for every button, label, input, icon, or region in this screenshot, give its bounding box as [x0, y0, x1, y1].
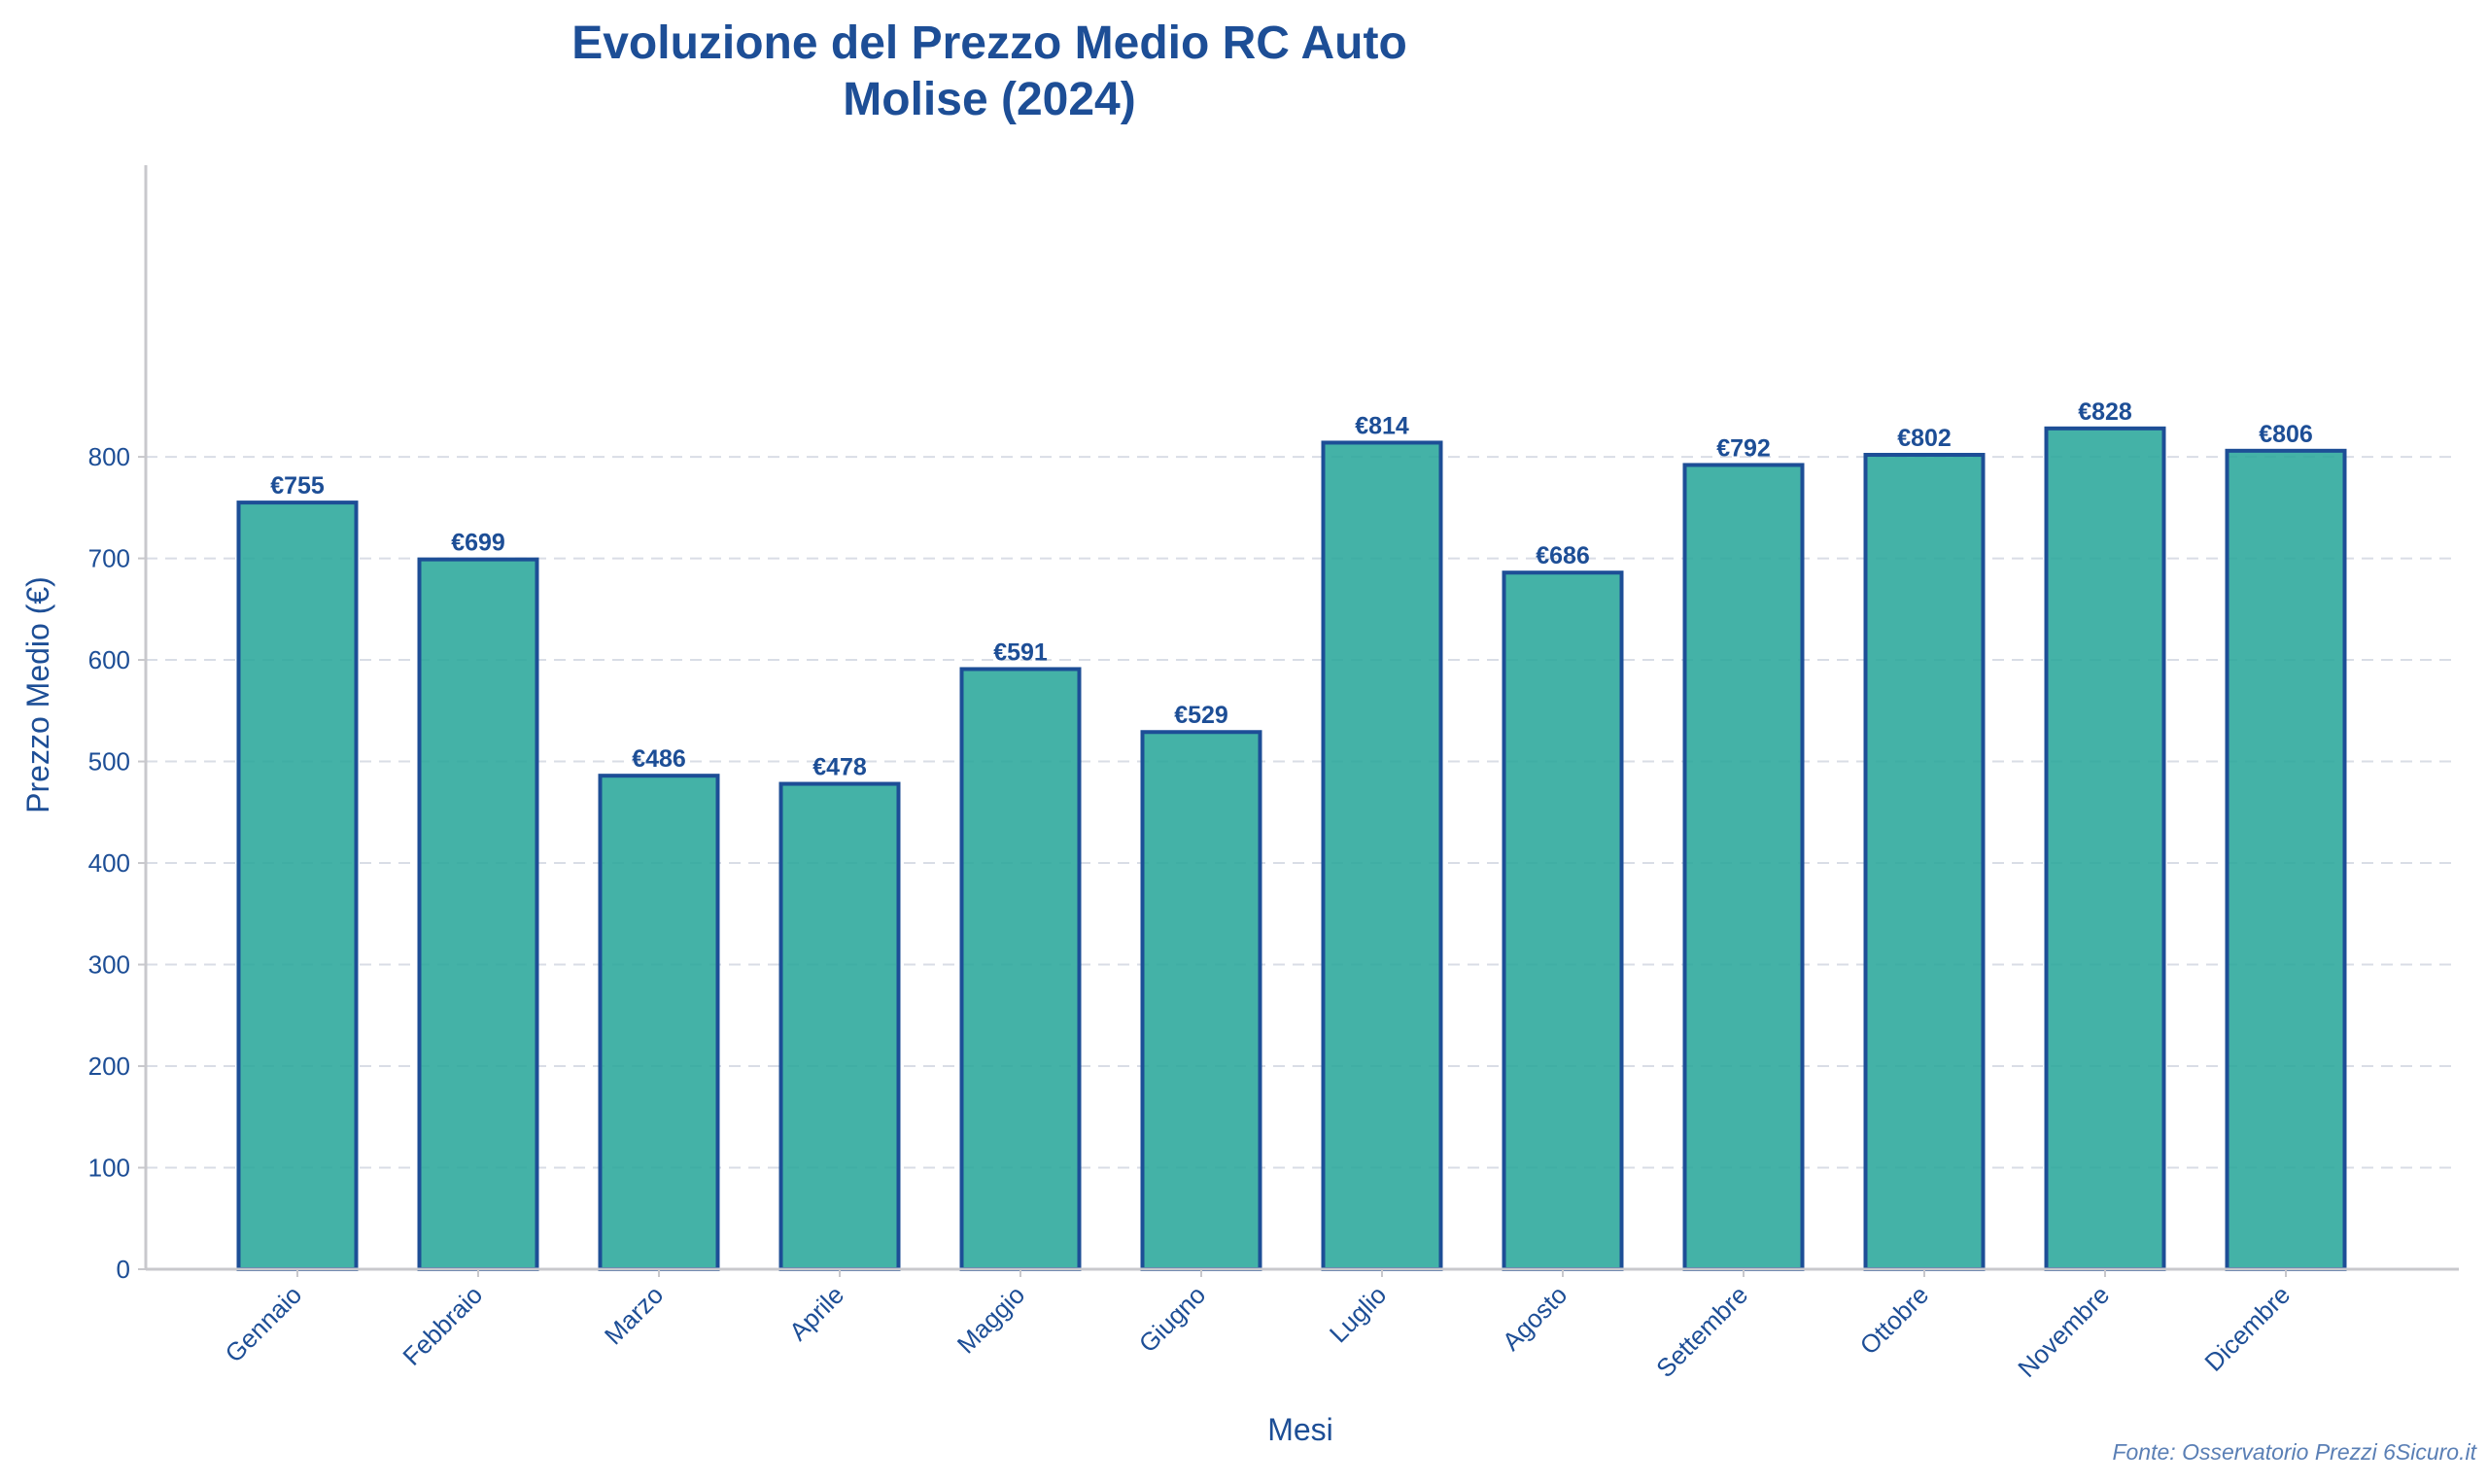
chart-title-line-2: Molise (2024) — [843, 74, 1135, 125]
x-tick-label: Aprile — [783, 1280, 849, 1346]
y-tick-label: 0 — [117, 1255, 130, 1284]
bar-giugno — [1140, 730, 1262, 1271]
data-label: €814 — [1355, 412, 1409, 439]
data-label: €755 — [270, 472, 325, 500]
source-note: Fonte: Osservatorio Prezzi 6Sicuro.it — [2112, 1439, 2477, 1465]
y-tick-label: 300 — [88, 950, 130, 980]
x-tick-label: Ottobre — [1854, 1280, 1935, 1361]
x-tick-label: Febbraio — [397, 1280, 488, 1371]
axes — [144, 165, 2459, 1271]
bar-settembre — [1682, 463, 1805, 1271]
y-tick-label: 400 — [88, 848, 130, 878]
bar-febbraio — [417, 557, 539, 1271]
x-tick-label: Marzo — [599, 1280, 669, 1350]
bar-marzo — [598, 774, 720, 1271]
y-tick-label: 800 — [88, 442, 130, 471]
x-tick-label: Maggio — [951, 1280, 1031, 1360]
y-tick-label: 100 — [88, 1154, 130, 1183]
data-label: €792 — [1716, 434, 1771, 462]
x-tick-label: Agosto — [1497, 1280, 1572, 1356]
x-tick-label: Novembre — [2012, 1280, 2115, 1383]
data-label: €806 — [2259, 421, 2313, 448]
bars — [236, 426, 2347, 1272]
y-tick-label: 600 — [88, 645, 130, 674]
y-tick-label: 500 — [88, 747, 130, 777]
bar-luglio — [1321, 440, 1443, 1271]
x-tick-label: Settembre — [1650, 1280, 1753, 1383]
bar-ottobre — [1863, 452, 1986, 1272]
bar-maggio — [959, 667, 1082, 1271]
bar-gennaio — [236, 500, 359, 1271]
x-axis-label: Mesi — [1267, 1412, 1333, 1447]
data-label: €686 — [1536, 542, 1590, 569]
data-label: €529 — [1174, 702, 1228, 729]
data-labels: €755 €699 €486 €478 €591 €529 €814 €686 €792 €802… — [270, 398, 2313, 781]
data-label: €699 — [451, 530, 505, 557]
y-tick-label: 700 — [88, 544, 130, 573]
x-tick-label: Luglio — [1324, 1280, 1392, 1348]
x-tick-labels: Gennaio Febbraio Marzo Aprile Maggio Giugno Lu… — [220, 1269, 2296, 1383]
bar-aprile — [778, 781, 901, 1271]
y-tick-label: 200 — [88, 1052, 130, 1081]
bar-dicembre — [2225, 448, 2347, 1271]
data-label: €478 — [812, 754, 867, 781]
chart-title-line-1: Evoluzione del Prezzo Medio RC Auto — [571, 17, 1407, 69]
y-axis-label: Prezzo Medio (€) — [20, 576, 55, 813]
x-tick-label: Dicembre — [2198, 1280, 2296, 1377]
data-label: €486 — [632, 745, 686, 773]
x-tick-label: Giugno — [1133, 1280, 1211, 1358]
data-label: €828 — [2078, 398, 2132, 426]
bar-agosto — [1502, 570, 1624, 1271]
data-label: €802 — [1897, 425, 1952, 452]
y-tick-labels: 0 100 200 300 400 500 600 700 800 — [88, 442, 146, 1284]
bar-novembre — [2044, 426, 2166, 1271]
x-tick-label: Gennaio — [220, 1280, 308, 1368]
data-label: €591 — [993, 638, 1048, 666]
